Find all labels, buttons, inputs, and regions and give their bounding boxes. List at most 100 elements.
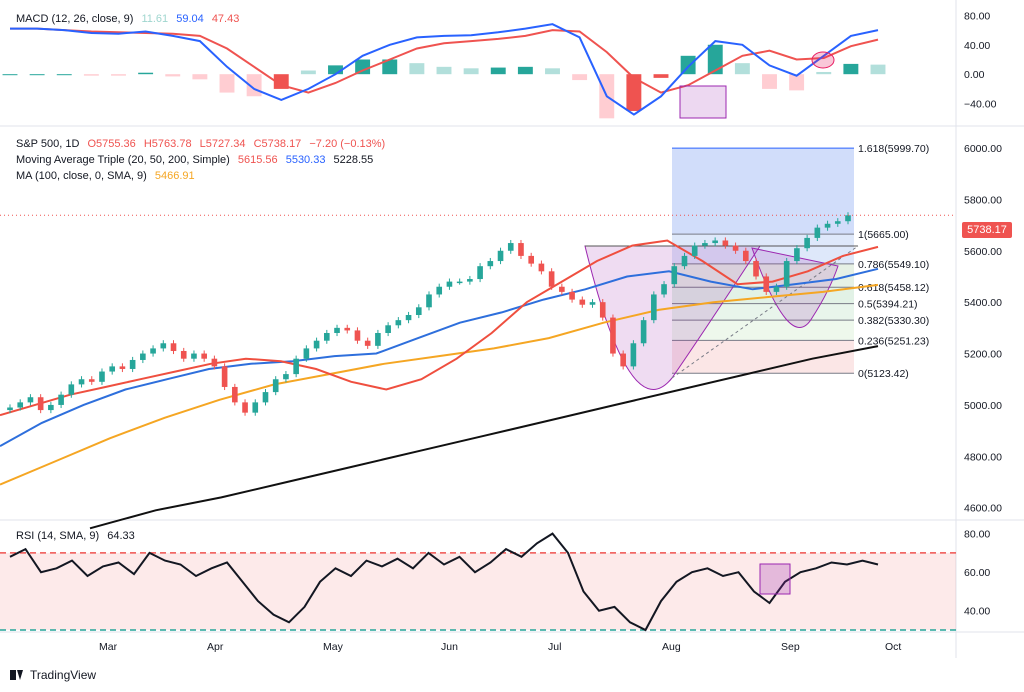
candle	[232, 383, 238, 406]
candle	[548, 268, 555, 290]
candle	[242, 399, 248, 416]
macd-y-tick: −40.00	[964, 99, 997, 111]
x-axis-month-label: May	[323, 641, 344, 653]
candle	[579, 296, 586, 308]
candle-body	[334, 327, 340, 333]
candle-body	[88, 379, 95, 382]
candle	[140, 350, 146, 364]
candle	[7, 404, 13, 414]
candle-body	[814, 227, 821, 238]
high-value: H5763.78	[143, 138, 192, 150]
candle-body	[221, 366, 228, 387]
candle	[487, 257, 494, 270]
macd-histogram-bar	[83, 74, 99, 76]
candle	[58, 391, 64, 409]
macd-histogram-bar	[328, 65, 343, 75]
candle	[303, 345, 310, 362]
candle-body	[436, 286, 443, 295]
candle-body	[824, 223, 831, 228]
macd-histogram-bar	[409, 63, 425, 75]
candle-body	[702, 243, 708, 246]
candle	[732, 242, 739, 254]
candle	[37, 394, 44, 414]
macd-histogram-bar	[29, 74, 45, 76]
ma20-value: 5615.56	[237, 154, 278, 166]
open-value: O5755.36	[87, 138, 136, 150]
x-axis-month-label: Mar	[99, 641, 118, 653]
candle	[640, 317, 647, 347]
footer-brand: TradingView	[10, 668, 96, 682]
macd-histogram-bar	[707, 44, 723, 75]
macd-y-tick: 40.00	[964, 40, 990, 52]
fib-level-label: 0.618(5458.12)	[858, 282, 929, 294]
macd-histogram-bar	[653, 74, 669, 78]
macd-line	[10, 23, 879, 116]
macd-pane	[2, 23, 886, 119]
macd-histogram-bar	[2, 74, 18, 76]
candle	[283, 371, 289, 383]
x-axis-month-label: Oct	[885, 641, 901, 653]
candle-body	[99, 371, 105, 382]
candle	[48, 401, 54, 414]
candle	[610, 314, 616, 357]
candle-body	[804, 237, 810, 249]
candle-body	[569, 291, 575, 300]
candle	[794, 245, 800, 265]
ma100-value: 5466.91	[154, 170, 195, 182]
macd-histogram-bar	[843, 63, 859, 75]
candle-body	[293, 358, 299, 375]
rsi-legend: RSI (14, SMA, 9) 64.33	[16, 530, 140, 542]
candle	[170, 340, 177, 355]
candle	[599, 299, 606, 321]
macd-histogram-bar	[138, 72, 154, 75]
candle	[109, 363, 116, 375]
candle-body	[497, 250, 504, 262]
ma20-line	[0, 239, 879, 417]
candle-body	[323, 332, 330, 341]
candle	[119, 363, 126, 373]
candle-body	[487, 261, 494, 267]
candle	[845, 212, 851, 225]
macd-signal-line	[10, 27, 879, 94]
candle-body	[661, 284, 667, 295]
x-axis-month-label: Jul	[548, 641, 561, 653]
candle	[385, 322, 391, 337]
macd-histogram-bar	[870, 64, 886, 75]
candle-body	[191, 353, 197, 359]
candle	[426, 291, 432, 311]
macd-histogram-bar	[111, 74, 126, 76]
candle-body	[507, 243, 514, 251]
macd-crossover-circle	[811, 51, 835, 69]
candle	[722, 237, 729, 249]
candle	[129, 356, 136, 373]
candle-body	[538, 263, 545, 272]
candle-body	[17, 402, 24, 408]
candle-body	[385, 325, 391, 333]
candle-body	[344, 327, 351, 331]
candle-body	[395, 320, 402, 326]
candle	[538, 260, 545, 275]
fib-zone	[672, 287, 854, 304]
macd-histogram-bar	[626, 74, 642, 111]
rsi-legend-label: RSI (14, SMA, 9)	[16, 530, 100, 542]
candle	[272, 376, 279, 396]
candle	[180, 347, 187, 362]
rsi-line	[9, 532, 879, 632]
macd-legend-macd: 59.04	[176, 13, 204, 25]
candle	[569, 288, 575, 303]
candle-body	[620, 353, 626, 367]
macd-histogram-bar	[436, 66, 452, 75]
candle	[518, 239, 524, 259]
macd-histogram-bar	[355, 59, 371, 75]
fib-level-label: 1(5665.00)	[858, 229, 909, 241]
candle-body	[129, 359, 136, 369]
macd-histogram-bar	[762, 74, 777, 89]
change-value: −7.20 (−0.13%)	[309, 138, 386, 150]
x-axis-month-label: Aug	[662, 641, 681, 653]
candle	[150, 345, 156, 357]
candle	[415, 304, 422, 319]
price-y-tick: 5800.00	[964, 194, 1002, 206]
candle	[773, 283, 780, 295]
macd-histogram-bar	[789, 74, 805, 91]
